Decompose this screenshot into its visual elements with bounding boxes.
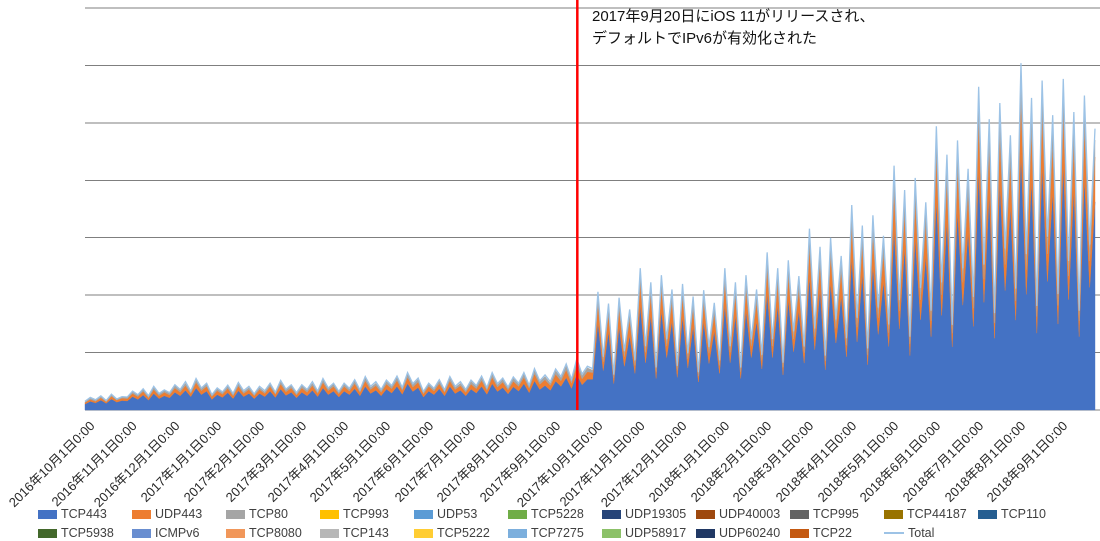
- legend-item-total: Total: [884, 525, 978, 541]
- legend-label: TCP995: [813, 507, 859, 521]
- legend-item-tcp8080: TCP8080: [226, 525, 320, 541]
- legend-label: TCP5938: [61, 526, 114, 540]
- legend-item-tcp110: TCP110: [978, 506, 1072, 522]
- legend: TCP443 UDP443 TCP80 TCP993 UDP53 TCP5228 UDP19…: [38, 506, 1072, 541]
- legend-swatch-tcp443: [38, 509, 57, 519]
- legend-swatch-tcp80: [226, 509, 245, 519]
- legend-swatch-tcp5228: [508, 509, 527, 519]
- legend-label: TCP22: [813, 526, 852, 540]
- legend-label: Total: [908, 526, 935, 540]
- legend-item-tcp5938: TCP5938: [38, 525, 132, 541]
- annotation-line1: 2017年9月20日にiOS 11がリリースされ、: [592, 8, 875, 25]
- legend-swatch-udp443: [132, 509, 151, 519]
- legend-item-udp60240: UDP60240: [696, 525, 790, 541]
- legend-label: TCP44187: [907, 507, 967, 521]
- legend-swatch-tcp7275: [508, 528, 527, 538]
- legend-item-udp443: UDP443: [132, 506, 226, 522]
- legend-item-udp40003: UDP40003: [696, 506, 790, 522]
- legend-swatch-tcp22: [790, 528, 809, 538]
- legend-swatch-tcp995: [790, 509, 809, 519]
- legend-label: TCP5228: [531, 507, 584, 521]
- legend-item-tcp22: TCP22: [790, 525, 884, 541]
- legend-swatch-udp19305: [602, 509, 621, 519]
- legend-item-tcp5222: TCP5222: [414, 525, 508, 541]
- legend-item-tcp993: TCP993: [320, 506, 414, 522]
- legend-label: TCP80: [249, 507, 288, 521]
- legend-swatch-tcp110: [978, 509, 997, 519]
- legend-label: UDP58917: [625, 526, 687, 540]
- legend-swatch-udp40003: [696, 509, 715, 519]
- legend-swatch-tcp993: [320, 509, 339, 519]
- legend-item-tcp5228: TCP5228: [508, 506, 602, 522]
- legend-label: UDP40003: [719, 507, 781, 521]
- legend-swatch-icmpv6: [132, 528, 151, 538]
- legend-label: TCP110: [1001, 507, 1046, 521]
- legend-item-tcp443: TCP443: [38, 506, 132, 522]
- legend-label: TCP443: [61, 507, 107, 521]
- legend-swatch-tcp5222: [414, 528, 433, 538]
- legend-item-udp19305: UDP19305: [602, 506, 696, 522]
- legend-label: UDP60240: [719, 526, 781, 540]
- legend-swatch-tcp5938: [38, 528, 57, 538]
- legend-swatch-udp53: [414, 509, 433, 519]
- ios11-annotation: 2017年9月20日にiOS 11がリリースされ、 デフォルトでIPv6が有効化…: [592, 6, 875, 50]
- legend-swatch-total: [884, 532, 904, 534]
- legend-label: TCP993: [343, 507, 389, 521]
- annotation-line2: デフォルトでIPv6が有効化された: [592, 30, 818, 47]
- legend-label: TCP5222: [437, 526, 490, 540]
- legend-swatch-udp60240: [696, 528, 715, 538]
- legend-item-tcp143: TCP143: [320, 525, 414, 541]
- legend-label: UDP19305: [625, 507, 687, 521]
- legend-label: UDP53: [437, 507, 478, 521]
- legend-label: TCP8080: [249, 526, 302, 540]
- legend-item-udp58917: UDP58917: [602, 525, 696, 541]
- total-line: [84, 63, 1096, 402]
- legend-label: TCP143: [343, 526, 389, 540]
- legend-swatch-tcp143: [320, 528, 339, 538]
- legend-item-udp53: UDP53: [414, 506, 508, 522]
- legend-item-icmpv6: ICMPv6: [132, 525, 226, 541]
- legend-label: ICMPv6: [155, 526, 200, 540]
- legend-item-tcp44187: TCP44187: [884, 506, 978, 522]
- legend-item-tcp80: TCP80: [226, 506, 320, 522]
- legend-item-tcp995: TCP995: [790, 506, 884, 522]
- legend-swatch-tcp44187: [884, 509, 903, 519]
- legend-swatch-udp58917: [602, 528, 621, 538]
- legend-swatch-tcp8080: [226, 528, 245, 538]
- legend-label: TCP7275: [531, 526, 584, 540]
- legend-item-tcp7275: TCP7275: [508, 525, 602, 541]
- legend-label: UDP443: [155, 507, 203, 521]
